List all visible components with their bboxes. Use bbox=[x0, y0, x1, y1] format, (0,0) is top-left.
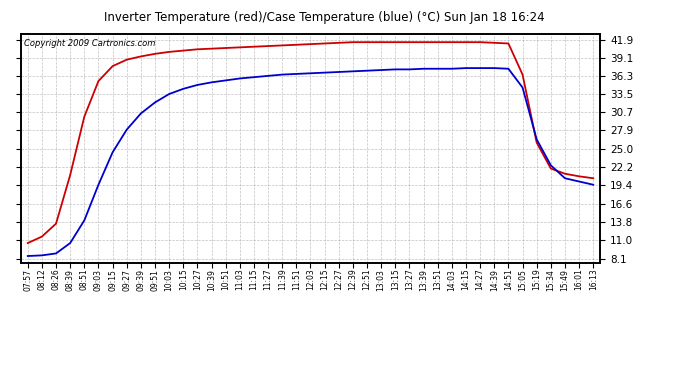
Text: Copyright 2009 Cartronics.com: Copyright 2009 Cartronics.com bbox=[23, 39, 155, 48]
Text: Inverter Temperature (red)/Case Temperature (blue) (°C) Sun Jan 18 16:24: Inverter Temperature (red)/Case Temperat… bbox=[104, 11, 544, 24]
